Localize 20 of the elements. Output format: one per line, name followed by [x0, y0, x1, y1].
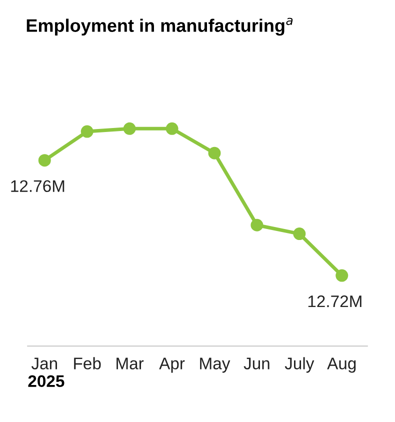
point — [80, 125, 94, 138]
x-tick-label: Feb — [74, 357, 101, 370]
x-axis-title: 2025 — [28, 375, 64, 388]
point — [250, 218, 264, 232]
data-label: 12.76M — [11, 180, 64, 192]
point — [293, 228, 306, 240]
point — [166, 122, 178, 135]
point — [38, 154, 51, 167]
data-label: 12.72M — [308, 295, 362, 308]
x-tick-label: Aug — [327, 358, 356, 373]
x-tick-label: May — [200, 358, 230, 373]
x-tick-label: Apr — [159, 358, 185, 373]
x-tick-label: July — [284, 357, 314, 373]
x-tick-label: Mar — [116, 358, 144, 370]
point — [123, 122, 136, 135]
x-tick-label: Jan — [31, 358, 57, 370]
x-tick-label: Jun — [244, 358, 270, 370]
chart-title: Employment in manufacturing$^{a}$ — [26, 18, 293, 36]
point — [336, 269, 348, 282]
point — [208, 146, 221, 160]
